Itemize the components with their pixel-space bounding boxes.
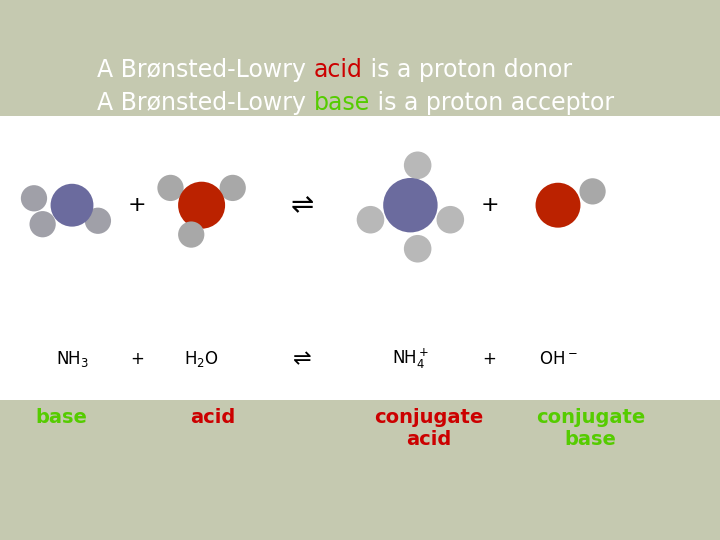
Text: ⇌: ⇌ xyxy=(293,349,312,369)
Text: +: + xyxy=(130,350,144,368)
Ellipse shape xyxy=(85,207,111,234)
Ellipse shape xyxy=(536,183,580,228)
Text: OH$^-$: OH$^-$ xyxy=(539,350,577,368)
Ellipse shape xyxy=(21,185,47,212)
Text: acid: acid xyxy=(314,58,363,82)
Text: is a proton acceptor: is a proton acceptor xyxy=(370,91,614,114)
Ellipse shape xyxy=(383,178,438,232)
Bar xyxy=(0,400,720,540)
Text: +: + xyxy=(482,350,497,368)
Ellipse shape xyxy=(356,206,384,233)
Text: base: base xyxy=(314,91,370,114)
Ellipse shape xyxy=(50,184,94,227)
Text: is a proton donor: is a proton donor xyxy=(363,58,572,82)
Text: A Brønsted-Lowry: A Brønsted-Lowry xyxy=(97,91,314,114)
Text: base: base xyxy=(35,408,87,427)
Text: NH$_3$: NH$_3$ xyxy=(55,349,89,369)
Ellipse shape xyxy=(404,235,431,262)
Text: ⇌: ⇌ xyxy=(291,191,314,219)
Bar xyxy=(0,0,720,116)
Ellipse shape xyxy=(178,181,225,229)
Text: H$_2$O: H$_2$O xyxy=(184,349,219,369)
Ellipse shape xyxy=(158,175,184,201)
Text: +: + xyxy=(480,195,499,215)
Text: conjugate
base: conjugate base xyxy=(536,408,645,449)
Ellipse shape xyxy=(220,175,246,201)
Ellipse shape xyxy=(178,221,204,248)
Text: NH$_4^+$: NH$_4^+$ xyxy=(392,347,429,372)
Ellipse shape xyxy=(404,152,431,179)
Ellipse shape xyxy=(580,178,606,205)
Text: conjugate
acid: conjugate acid xyxy=(374,408,483,449)
Text: acid: acid xyxy=(190,408,235,427)
Ellipse shape xyxy=(30,211,55,238)
Ellipse shape xyxy=(436,206,464,233)
Text: +: + xyxy=(127,195,146,215)
Text: A Brønsted-Lowry: A Brønsted-Lowry xyxy=(97,58,314,82)
Bar xyxy=(0,116,720,400)
